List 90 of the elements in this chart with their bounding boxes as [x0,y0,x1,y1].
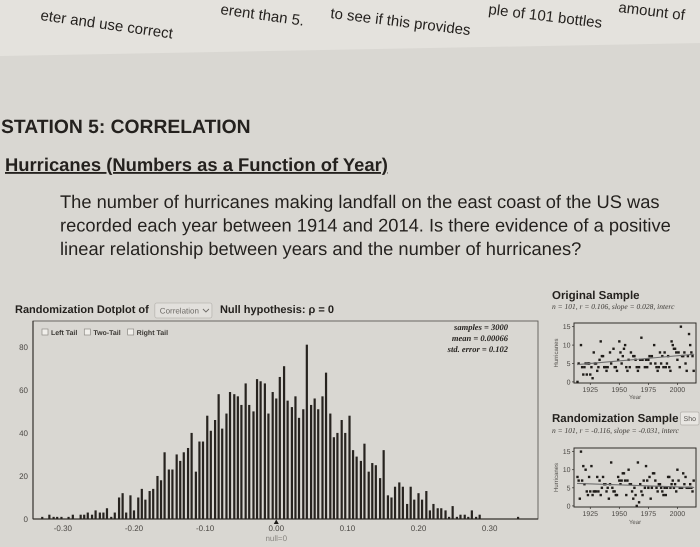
annotation: samples = 3000 [453,322,509,332]
bar [98,512,101,519]
bar [80,514,82,519]
chart-title: Original Sample [552,290,640,302]
bar [336,432,339,519]
dropdown: Correlation [154,302,212,318]
bar [156,476,159,519]
x-tick-label: -0.10 [196,524,215,533]
bar [340,420,343,519]
bar [202,442,204,519]
bar [371,463,374,519]
bar [410,486,412,519]
x-tick-label: 0.10 [340,524,356,533]
bar [206,416,208,519]
bar [182,452,185,519]
bar [171,470,174,519]
bar [218,394,220,519]
bar [329,414,332,519]
x-tick-label: 0.00 [268,524,285,533]
bar [228,392,232,519]
bar [86,512,89,519]
bar [363,444,366,519]
bar [306,344,308,519]
bar [122,493,124,519]
x-tick-label: -0.20 [124,524,144,533]
bar [118,497,120,519]
bar [140,488,143,519]
bar [236,396,239,519]
text: eter and use correct [39,7,175,43]
bar [464,514,466,519]
bar [190,432,193,519]
bar [282,366,286,519]
bar [106,508,108,519]
text: to see if this provides [330,5,472,40]
bar [470,510,473,519]
annotation: null=0 [265,534,288,543]
bar [148,491,151,519]
bar [233,394,236,519]
bar [90,514,94,519]
bar [386,495,390,519]
chart-title: Randomization Sample [552,413,679,425]
x-tick-label: 0.20 [410,524,427,533]
bar [72,514,74,519]
bar [417,493,420,519]
x-tick-label: 0.30 [482,524,498,533]
annotation: mean = 0.00066 [452,333,509,343]
y-tick-label: 20 [19,472,29,481]
text: Hurricanes (Numbers as a Function of Year) [5,154,388,175]
text: erent than 5. [219,1,306,30]
x-tick-label: -0.30 [54,524,73,533]
bar [402,486,404,519]
text: The number of hurricanes making landfall on the east coast of the US was recorded each year between 1914 and 2014. Is there evidence of a positive linear relationship between years and the number of hurricanes? [60,191,671,259]
text: amount of [618,0,687,24]
annotation: std. error = 0.102 [446,344,509,354]
bar [256,379,258,519]
bar [129,495,132,519]
bar [294,396,297,519]
bar [163,452,166,519]
chart-title: Randomization Dotplot of [15,304,150,316]
text: STATION 5: CORRELATION [1,117,251,138]
bar [382,450,385,519]
bar [264,383,266,519]
y-tick-label: 40 [19,428,29,438]
bar [260,381,262,519]
bar [394,486,396,519]
bar [348,416,351,519]
bar [436,508,439,519]
y-tick-label: 80 [19,342,29,352]
bar [425,491,428,519]
bar [168,470,170,519]
bar [152,488,154,519]
bar [374,465,377,519]
text: ple of 101 bottles [488,1,603,32]
text: Null hypothesis: ρ = 0 [220,304,334,316]
bar [114,512,116,519]
bar [432,504,435,519]
bar [83,514,86,519]
bar [198,442,201,519]
bar [324,372,328,519]
bar [314,398,316,519]
bar [478,514,481,519]
bar [176,454,178,519]
y-tick-label: 0 [24,515,29,524]
bar [459,514,462,519]
bar [48,514,50,519]
y-tick-label: 60 [19,386,29,395]
bar [452,506,454,519]
bar [398,482,400,519]
bar [440,508,442,519]
bar [244,383,247,519]
